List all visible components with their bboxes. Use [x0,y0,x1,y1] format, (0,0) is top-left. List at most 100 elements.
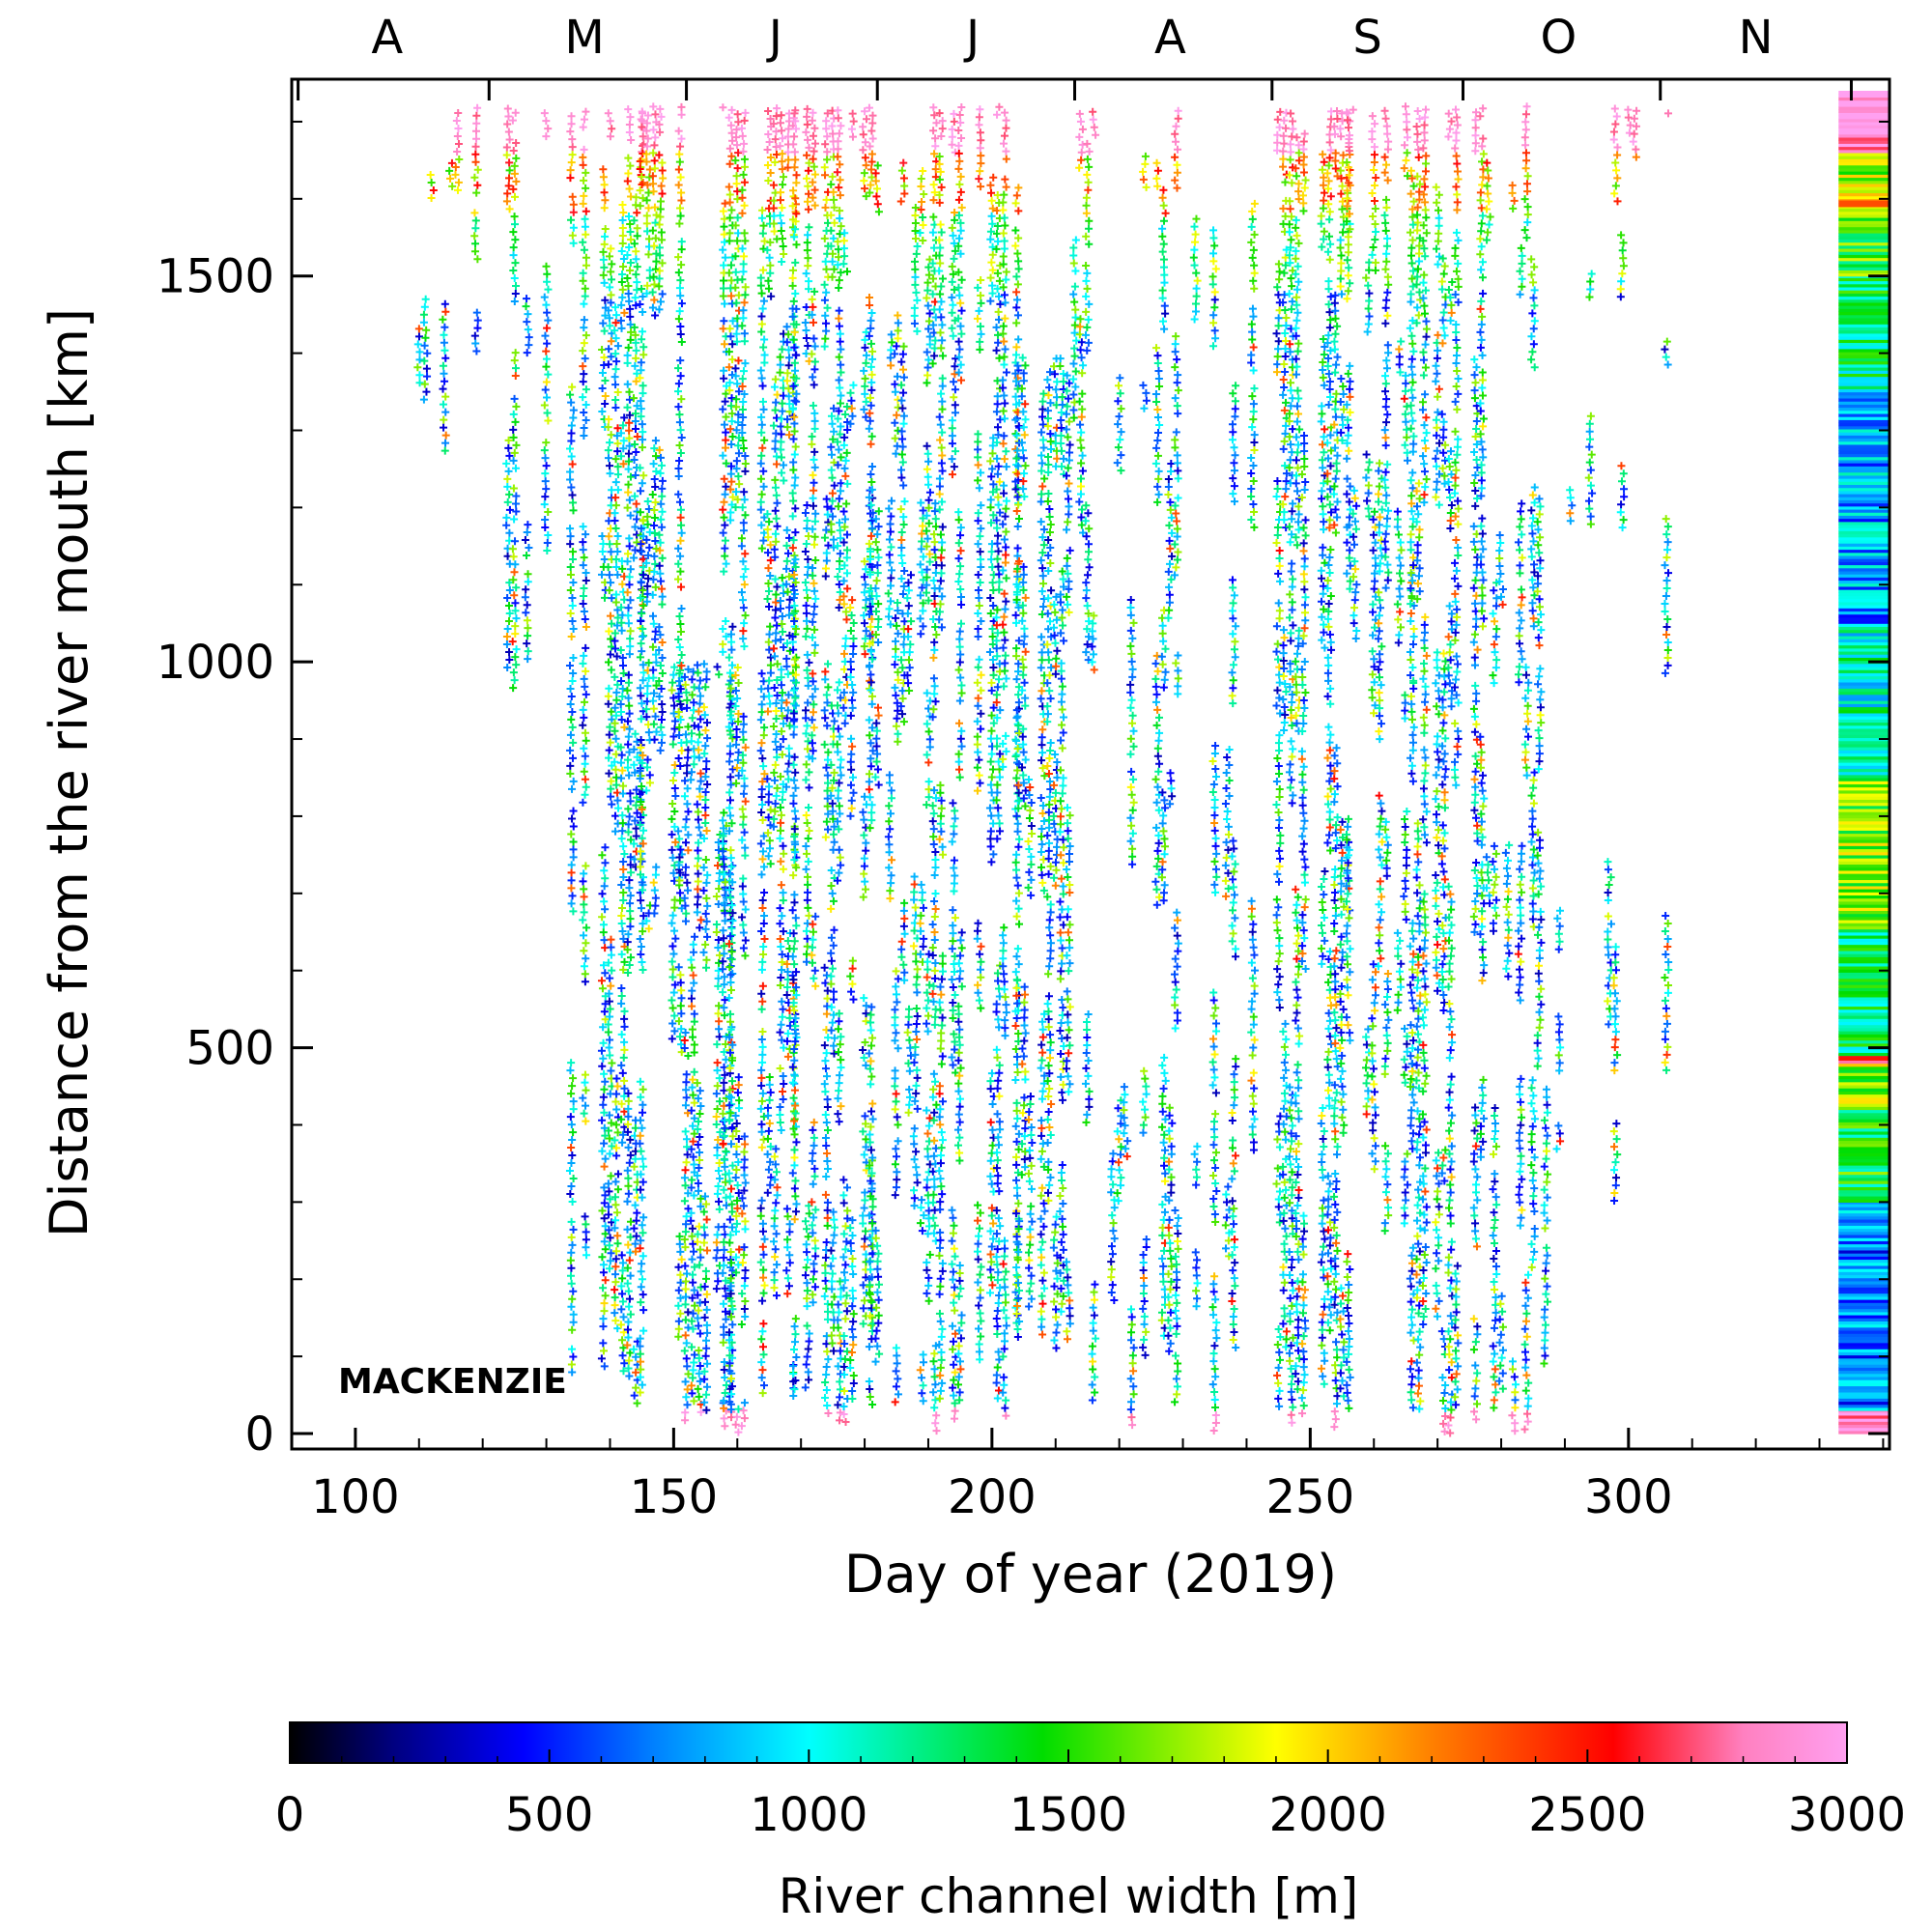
data-point [913,1104,922,1113]
data-point [567,1264,576,1272]
data-point [579,600,587,609]
data-point [741,1266,750,1275]
data-point [543,308,552,317]
data-point [503,104,512,113]
data-point [757,451,766,460]
data-point [624,1333,633,1342]
data-point [773,676,781,685]
data-point [611,1178,620,1186]
data-point [834,1110,842,1119]
data-point [689,1239,697,1248]
data-point [821,668,830,676]
data-point [758,304,767,313]
data-point [757,1196,766,1205]
data-point [619,1367,628,1376]
data-point [612,1151,621,1160]
data-point [636,684,644,693]
data-point [821,203,830,212]
data-point [624,1174,633,1182]
data-point [785,1259,794,1267]
data-point [919,942,927,951]
data-point [929,1388,938,1397]
data-point [606,1195,614,1204]
data-point [626,335,635,344]
data-point [503,663,512,671]
data-point [757,374,766,383]
data-point [727,819,736,828]
data-point [624,1112,633,1121]
data-point [777,430,785,439]
data-point [930,1350,939,1358]
data-point [833,876,841,885]
data-point [693,661,701,669]
data-point [919,1350,927,1359]
data-point [637,1147,645,1155]
data-point [773,1261,781,1269]
data-point [524,570,532,579]
data-point [780,642,788,651]
data-point [639,966,647,975]
data-point [447,158,456,167]
data-point [732,724,741,733]
data-point [865,1377,873,1385]
data-point [820,342,829,351]
data-point [935,1082,944,1091]
data-point [789,717,798,725]
data-point [567,112,576,121]
data-point [632,301,640,310]
data-point [936,819,945,828]
data-point [803,666,811,674]
data-point [652,727,661,736]
data-point [785,354,794,362]
data-point [827,504,836,513]
data-point [626,312,635,321]
data-point [440,446,449,455]
data-point [601,905,610,914]
data-point [802,714,810,723]
data-point [741,1313,750,1321]
data-point [567,715,576,724]
data-point [719,103,727,112]
data-point [764,580,773,588]
data-point [848,964,857,973]
data-point [849,788,858,797]
data-point [625,581,634,589]
data-point [582,207,590,215]
data-point [670,926,679,935]
data-point [644,728,653,737]
data-point [669,950,678,958]
data-point [714,974,723,982]
data-point [740,1171,749,1179]
data-point [683,1385,692,1394]
data-point [739,874,748,883]
data-point [899,419,908,428]
data-point [693,908,701,917]
data-point [900,189,909,198]
data-point [810,185,819,194]
data-point [600,1199,609,1208]
data-point [836,1347,844,1355]
data-point [924,1296,933,1305]
data-point [849,1333,858,1342]
data-point [803,246,811,255]
data-point [843,546,852,554]
data-point [887,361,895,370]
data-point [639,382,647,390]
data-point [607,268,615,276]
data-point [688,729,696,738]
data-point [734,387,743,396]
data-point [821,140,830,149]
data-point [910,319,919,327]
data-point [690,1350,698,1359]
data-point [630,1162,639,1171]
data-point [868,134,877,143]
data-point [731,156,740,165]
data-point [766,269,775,277]
data-point [694,668,702,677]
data-point [824,810,833,818]
data-point [720,1185,728,1194]
data-point [791,1037,800,1046]
data-point [511,108,520,117]
data-point [606,462,614,470]
data-point [862,1017,870,1026]
